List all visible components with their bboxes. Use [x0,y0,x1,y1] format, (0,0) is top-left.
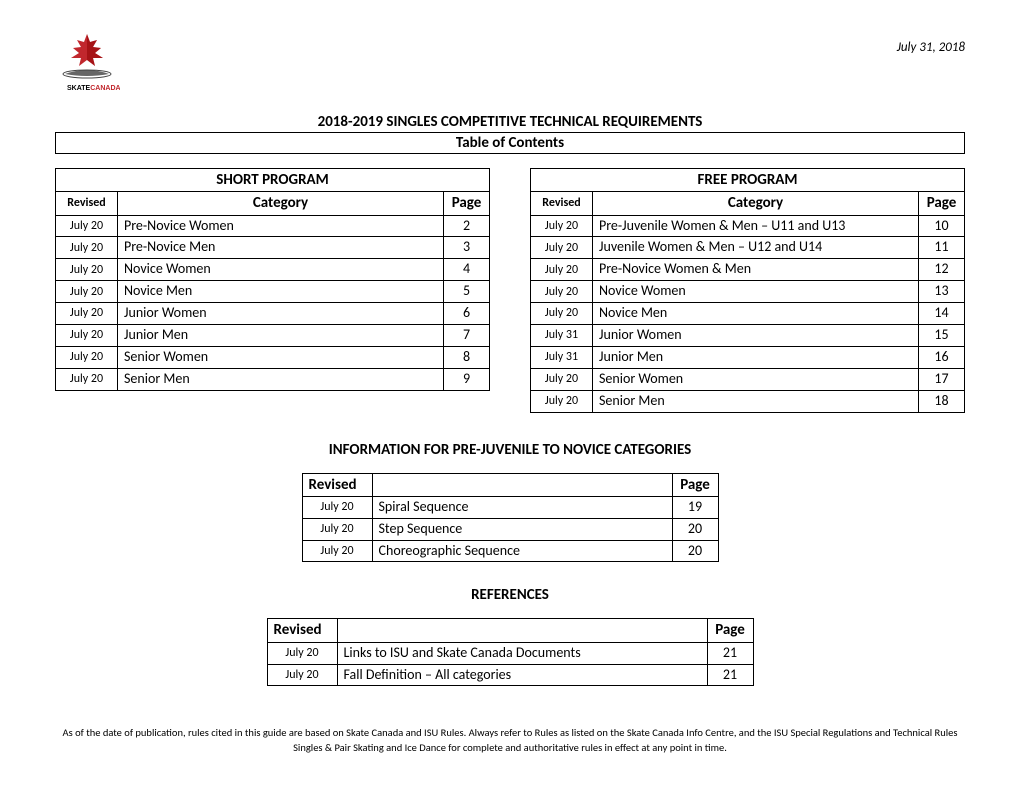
col-page: Page [672,473,718,496]
col-category: Category [593,192,919,215]
free-program-block: FREE PROGRAM Revised Category Page July … [530,168,965,413]
toc-heading: Table of Contents [55,132,965,154]
col-category: Category [118,192,444,215]
table-row: July 20Spiral Sequence19 [302,496,718,518]
col-spacer [372,473,672,496]
table-row: July 20Juvenile Women & Men – U12 and U1… [531,237,965,259]
main-title: 2018-2019 SINGLES COMPETITIVE TECHNICAL … [55,113,965,131]
short-program-table: SHORT PROGRAM Revised Category Page July… [55,168,490,391]
col-revised: Revised [531,192,593,215]
table-row: July 20Senior Men9 [56,368,490,390]
table-row: July 20Fall Definition – All categories2… [267,664,753,686]
table-row: July 20Pre-Novice Women2 [56,215,490,237]
document-date: July 31, 2018 [897,40,965,55]
table-row: July 20Junior Men7 [56,324,490,346]
col-page: Page [707,619,753,642]
table-row: July 20Pre-Novice Women & Men12 [531,259,965,281]
free-program-table: FREE PROGRAM Revised Category Page July … [530,168,965,413]
col-revised: Revised [267,619,337,642]
short-program-block: SHORT PROGRAM Revised Category Page July… [55,168,490,413]
table-row: July 20Pre-Novice Men3 [56,237,490,259]
table-row: July 20Novice Men14 [531,303,965,325]
program-tables: SHORT PROGRAM Revised Category Page July… [55,168,965,413]
references-table-wrap: Revised Page July 20Links to ISU and Ska… [55,618,965,686]
table-row: July 31Junior Men16 [531,346,965,368]
table-row: July 20Senior Women17 [531,368,965,390]
table-row: July 20Novice Men5 [56,281,490,303]
table-row: July 20Step Sequence20 [302,518,718,540]
table-row: July 20Novice Women13 [531,281,965,303]
info-section-title: INFORMATION FOR PRE-JUVENILE TO NOVICE C… [55,441,965,459]
table-row: July 20Links to ISU and Skate Canada Doc… [267,642,753,664]
table-row: July 20Novice Women4 [56,259,490,281]
info-table-wrap: Revised Page July 20Spiral Sequence19 Ju… [55,473,965,563]
info-table: Revised Page July 20Spiral Sequence19 Ju… [302,473,719,563]
footnote: As of the date of publication, rules cit… [55,726,965,754]
table-row: July 20Choreographic Sequence20 [302,540,718,562]
page-header: SKATECANADA July 31, 2018 [55,30,965,95]
table-row: July 20Pre-Juvenile Women & Men – U11 an… [531,215,965,237]
col-page: Page [919,192,965,215]
references-section-title: REFERENCES [55,586,965,604]
col-spacer [337,619,707,642]
col-page: Page [444,192,490,215]
table-row: July 31Junior Women15 [531,324,965,346]
short-program-title: SHORT PROGRAM [56,169,490,192]
table-row: July 20Senior Women8 [56,346,490,368]
table-row: July 20Senior Men18 [531,390,965,412]
col-revised: Revised [302,473,372,496]
free-program-title: FREE PROGRAM [531,169,965,192]
skate-canada-logo: SKATECANADA [55,30,120,95]
col-revised: Revised [56,192,118,215]
references-table: Revised Page July 20Links to ISU and Ska… [267,618,754,686]
svg-text:SKATECANADA: SKATECANADA [67,85,120,92]
table-row: July 20Junior Women6 [56,303,490,325]
